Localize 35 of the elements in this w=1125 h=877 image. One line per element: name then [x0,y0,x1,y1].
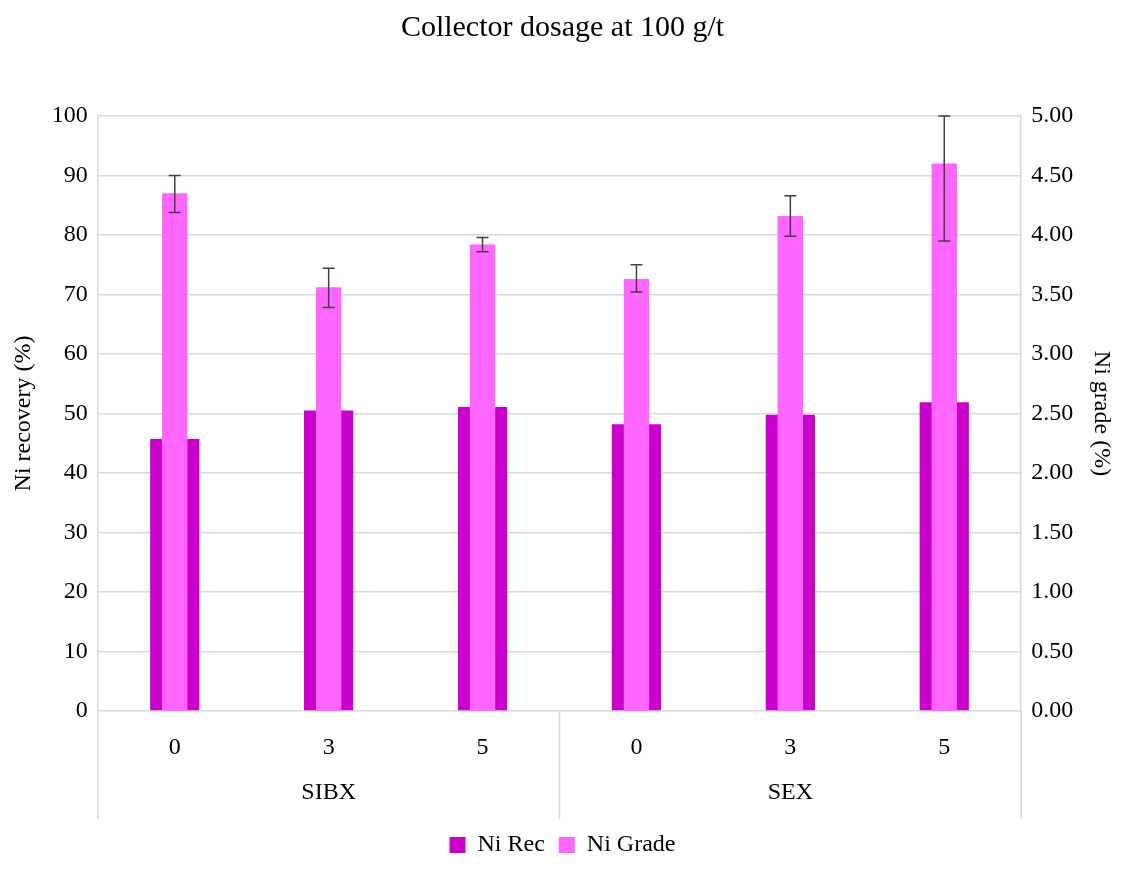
y-tick-label: 20 [63,577,88,604]
y2-tick-label: 2.00 [1031,458,1074,485]
y-tick-label: 100 [51,101,88,128]
text: SEX [767,778,814,805]
y-tick-label: 90 [63,160,88,187]
y2-tick-label: 5.00 [1031,101,1074,128]
y2-tick-label: 1.00 [1031,577,1074,604]
y-axis-title: Ni recovery (%) [8,335,35,492]
y-tick-label: 30 [63,517,88,544]
y-tick-label: 50 [63,398,88,425]
y2-axis-title: Ni grade (%) [1090,350,1117,477]
legend-label: Ni Grade [586,830,676,857]
y-tick-label: 10 [63,636,88,663]
y2-tick-label: 2.50 [1031,398,1074,425]
y2-tick-label: 3.00 [1031,339,1074,366]
y2-tick-label: 1.50 [1031,517,1074,544]
x-tick-label: 0 [168,732,181,759]
chart-title: Collector dosage at 100 g/t [400,8,725,42]
y2-tick-label: 4.50 [1031,160,1074,187]
y2-tick-label: 0.00 [1031,696,1074,723]
legend-label: Ni Rec [477,830,545,857]
y2-tick-label: 3.50 [1031,279,1074,306]
x-tick-label: 3 [784,732,797,759]
y-tick-label: 80 [63,220,88,247]
y2-tick-label: 0.50 [1031,636,1074,663]
x-tick-label: 5 [476,732,489,759]
y-tick-label: 70 [63,279,88,306]
x-tick-label: 0 [630,732,643,759]
y-tick-label: 60 [63,339,88,366]
y-tick-label: 40 [63,458,88,485]
y2-tick-label: 4.00 [1031,220,1074,247]
x-tick-label: 5 [938,732,951,759]
text: SIBX [301,778,356,805]
x-tick-label: 3 [322,732,335,759]
y-tick-label: 0 [75,696,88,723]
